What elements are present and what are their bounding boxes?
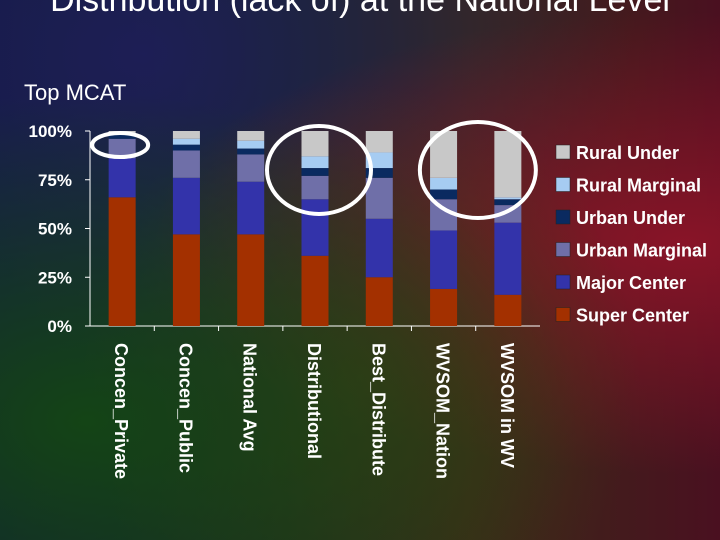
legend-swatch: [555, 144, 571, 160]
y-tick-label: 100%: [29, 122, 72, 141]
bar-segment: [301, 131, 329, 157]
bar-segment: [237, 154, 265, 182]
legend-label: Rural Marginal: [576, 176, 701, 196]
highlight-ellipse: [417, 120, 538, 220]
bar-segment: [108, 134, 136, 139]
legend-swatch: [555, 177, 571, 192]
bar-segment: [494, 197, 522, 200]
highlight-ellipse: [90, 131, 151, 159]
bar-segment: [430, 177, 458, 190]
highlight-ellipses: [90, 120, 538, 220]
category-label: Concen_Public: [175, 343, 195, 473]
legend-label: Urban Marginal: [576, 241, 707, 261]
bar-segment: [494, 294, 522, 326]
category-label: Concen_Private: [111, 343, 131, 479]
slide-title: Distribution (lack of) at the National L…: [50, 0, 670, 19]
category-label: Best_Distribute: [368, 343, 388, 476]
bar-segment: [365, 131, 393, 153]
bar-segment: [108, 158, 136, 198]
chart-axes: 0% 25% 50% 75% 100%: [29, 122, 540, 336]
bar-segment: [494, 199, 522, 206]
bar-segment: [494, 131, 522, 198]
category-label: WVSOM_Nation: [433, 343, 453, 479]
bar-segment: [365, 218, 393, 278]
y-tick-label: 50%: [38, 220, 72, 239]
category-label: National Avg: [240, 343, 260, 452]
highlight-ellipse: [265, 124, 373, 216]
legend-swatch: [555, 274, 571, 290]
legend-label: Rural Under: [576, 143, 679, 163]
bar-segment: [108, 138, 136, 159]
bar-segment: [172, 150, 200, 178]
bar-segment: [430, 189, 458, 200]
bar-segment: [301, 199, 329, 256]
legend-swatch: [555, 242, 571, 257]
chart-legend: Rural Under Rural Marginal Urban Under Urba…: [555, 143, 707, 326]
y-tick-label: 75%: [38, 171, 72, 190]
legend-label: Urban Under: [576, 208, 685, 228]
bar-segment: [301, 255, 329, 326]
bar-segment: [430, 288, 458, 326]
bar-segment: [301, 175, 329, 200]
bar-segment: [237, 181, 265, 235]
bar-segment: [108, 197, 136, 326]
bar-segment: [494, 222, 522, 295]
bar-segment: [237, 148, 265, 155]
bar-segment: [237, 234, 265, 326]
bar-segment: [172, 234, 200, 326]
category-label: Distributional: [304, 343, 324, 459]
legend-label: Super Center: [576, 306, 689, 326]
bar-segment: [237, 131, 265, 141]
bar-segment: [301, 156, 329, 169]
bar-segment: [172, 138, 200, 145]
legend-swatch: [555, 307, 571, 322]
bar-segment: [301, 168, 329, 176]
bar-segment: [365, 277, 393, 326]
bar-segment: [172, 177, 200, 235]
y-tick-label: 25%: [38, 268, 72, 287]
legend-swatch: [555, 209, 571, 225]
chart-bars: [108, 131, 522, 326]
bar-segment: [172, 144, 200, 151]
bar-segment: [172, 131, 200, 139]
legend-label: Major Center: [576, 273, 686, 293]
bar-segment: [430, 230, 458, 289]
bar-segment: [237, 140, 265, 149]
y-tick-label: 0%: [47, 317, 72, 336]
slide-subtitle: Top MCAT: [24, 80, 127, 105]
bar-segment: [365, 168, 393, 178]
category-labels: Concen_Private Concen_Public National Avg D…: [111, 343, 517, 479]
category-label: WVSOM in WV: [497, 343, 517, 468]
